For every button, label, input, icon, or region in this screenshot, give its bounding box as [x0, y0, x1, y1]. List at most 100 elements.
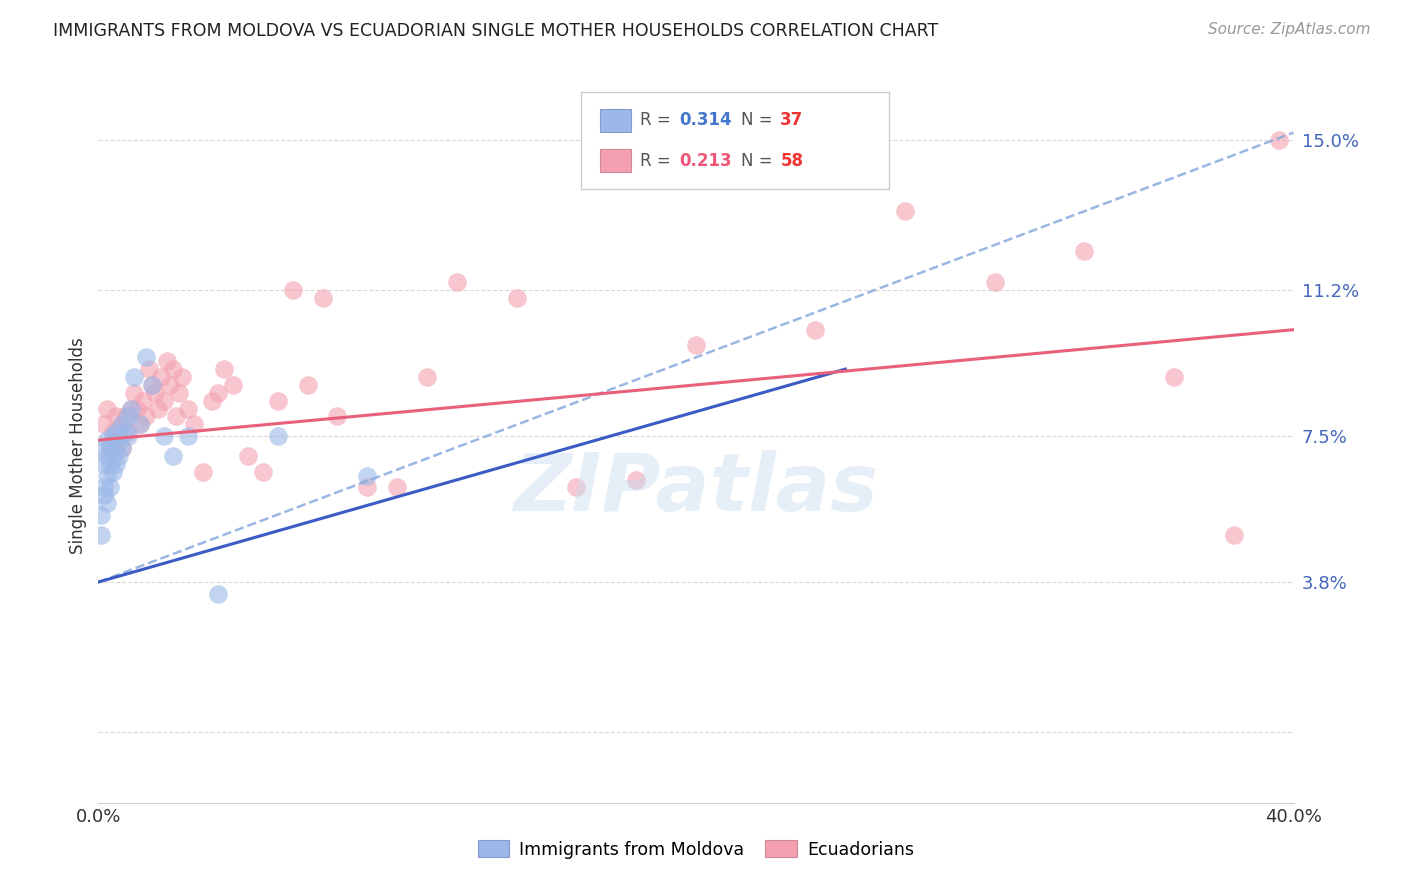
Point: [177, 401, 200, 416]
Point: [153, 393, 176, 408]
Point: [150, 370, 173, 384]
Point: [311, 291, 333, 305]
Point: [183, 417, 205, 432]
Point: [96, 468, 118, 483]
Point: [93, 480, 115, 494]
Point: [132, 393, 155, 408]
Point: [120, 401, 142, 416]
Point: [105, 433, 128, 447]
Point: [98, 441, 122, 455]
Point: [124, 370, 146, 384]
Point: [141, 377, 163, 392]
Point: [984, 276, 1007, 290]
Point: [148, 401, 170, 416]
Point: [98, 457, 122, 471]
Point: [135, 351, 157, 365]
Point: [626, 473, 648, 487]
Point: [105, 441, 128, 455]
Point: [894, 204, 917, 219]
Point: [114, 409, 136, 424]
Point: [103, 449, 125, 463]
Point: [267, 429, 290, 443]
Point: [138, 362, 160, 376]
Point: [93, 417, 115, 432]
Point: [96, 433, 118, 447]
Point: [1267, 133, 1289, 147]
Point: [252, 465, 274, 479]
Point: [111, 441, 134, 455]
Point: [143, 385, 166, 400]
Text: 0.213: 0.213: [679, 152, 731, 169]
Point: [117, 425, 139, 440]
Y-axis label: Single Mother Households: Single Mother Households: [69, 338, 87, 554]
Point: [90, 527, 112, 541]
Point: [506, 291, 529, 305]
Point: [108, 433, 131, 447]
Point: [103, 425, 125, 440]
Point: [281, 283, 304, 297]
Point: [162, 362, 184, 376]
Point: [135, 409, 157, 424]
Point: [93, 488, 115, 502]
Text: N =: N =: [741, 112, 778, 129]
Point: [141, 377, 163, 392]
Text: 0.314: 0.314: [679, 112, 731, 129]
Text: ZIPatlas: ZIPatlas: [513, 450, 879, 528]
Point: [120, 401, 142, 416]
Point: [1163, 370, 1185, 384]
Point: [111, 417, 134, 432]
Point: [96, 401, 118, 416]
Point: [103, 429, 125, 443]
Point: [416, 370, 439, 384]
Point: [117, 409, 139, 424]
Point: [93, 441, 115, 455]
Point: [105, 425, 128, 440]
Point: [356, 468, 378, 483]
Text: 58: 58: [780, 152, 803, 169]
Point: [326, 409, 349, 424]
Point: [565, 480, 588, 494]
Text: 37: 37: [780, 112, 804, 129]
Point: [93, 457, 115, 471]
Point: [207, 385, 229, 400]
Text: N =: N =: [741, 152, 778, 169]
Point: [804, 323, 827, 337]
Point: [124, 385, 146, 400]
Point: [385, 480, 409, 494]
Point: [153, 429, 176, 443]
Point: [236, 449, 259, 463]
Point: [108, 425, 131, 440]
Point: [90, 508, 112, 522]
Point: [191, 465, 214, 479]
Point: [111, 441, 134, 455]
Text: R =: R =: [640, 112, 676, 129]
Point: [222, 377, 245, 392]
Point: [297, 377, 319, 392]
Point: [167, 385, 190, 400]
Point: [114, 425, 136, 440]
Point: [1073, 244, 1095, 258]
Point: [111, 417, 134, 432]
Point: [98, 441, 122, 455]
Point: [177, 429, 200, 443]
Point: [129, 417, 152, 432]
Point: [201, 393, 224, 408]
Point: [207, 587, 229, 601]
Point: [685, 338, 707, 352]
Point: [127, 401, 149, 416]
Point: [156, 354, 179, 368]
Point: [103, 465, 125, 479]
Point: [165, 409, 187, 424]
Text: Source: ZipAtlas.com: Source: ZipAtlas.com: [1208, 22, 1371, 37]
Point: [356, 480, 378, 494]
Text: R =: R =: [640, 152, 676, 169]
Point: [105, 409, 128, 424]
Point: [159, 377, 181, 392]
Point: [212, 362, 235, 376]
Point: [96, 496, 118, 510]
Point: [117, 429, 139, 443]
Point: [129, 417, 152, 432]
Point: [108, 449, 131, 463]
Point: [96, 449, 118, 463]
Point: [267, 393, 290, 408]
